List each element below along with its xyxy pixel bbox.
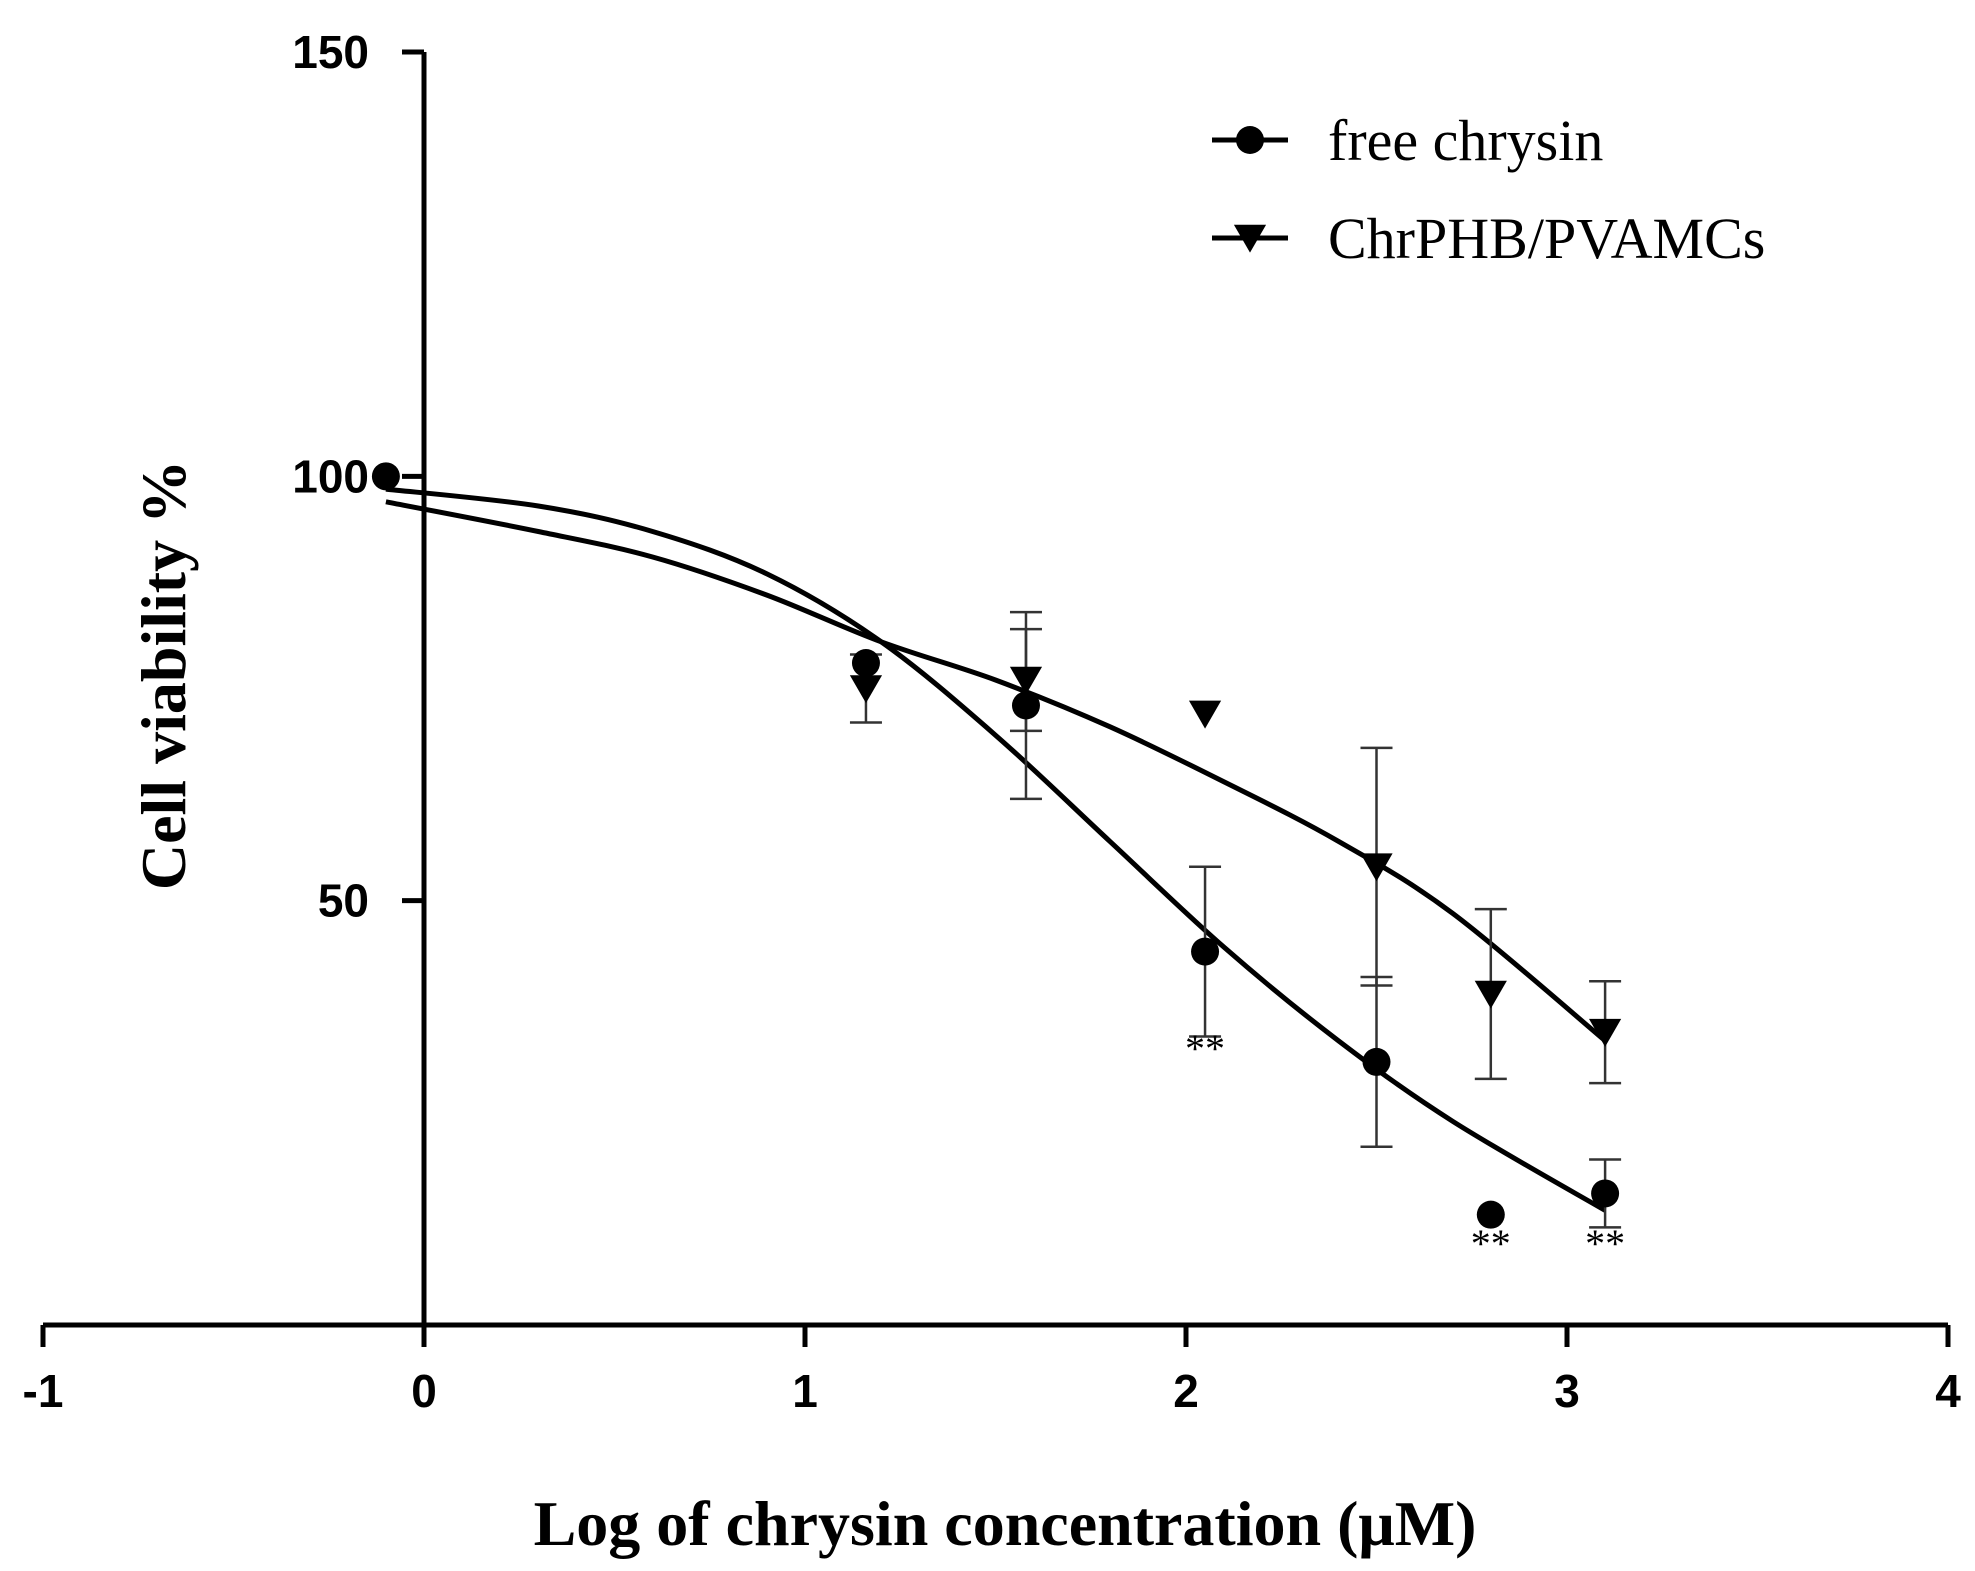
x-tick-label: 4 [1935, 1365, 1961, 1417]
chrphb-pvamcs-point [1188, 700, 1222, 729]
significance-annotation: ** [1585, 1221, 1625, 1266]
y-tick-label: 150 [292, 26, 369, 78]
legend-marker-chrphb-pvamcs [1233, 224, 1267, 253]
free-chrysin-point [371, 462, 400, 491]
error-bars [849, 610, 1622, 1229]
free-chrysin-fit-curve [385, 486, 1607, 1213]
free-chrysin-point [1476, 1200, 1505, 1229]
legend-label-free-chrysin: free chrysin [1328, 108, 1603, 173]
x-tick-label: -1 [23, 1365, 64, 1417]
x-tick-label: 2 [1173, 1365, 1199, 1417]
x-tick-label: 3 [1554, 1365, 1580, 1417]
free-chrysin-point [1362, 1047, 1391, 1076]
free-chrysin-point [1191, 937, 1220, 966]
legend-label-chrphb-pvamcs: ChrPHB/PVAMCs [1328, 206, 1765, 271]
significance-annotation: ** [1185, 1026, 1225, 1071]
free-chrysin-point [1591, 1179, 1620, 1208]
x-tick-label: 0 [411, 1365, 437, 1417]
chrphb-pvamcs-point [1589, 1018, 1622, 1047]
x-axis-title: Log of chrysin concentration (μM) [534, 1488, 1477, 1559]
axes: -1 0 1 2 3 4 50 100 150 [23, 26, 1962, 1417]
chrphb-pvamcs-point [1360, 853, 1393, 882]
x-tick-label: 1 [792, 1365, 818, 1417]
chrphb-pvamcs-fit-curve [385, 499, 1607, 1043]
free-chrysin-point [851, 649, 880, 678]
y-tick-label: 50 [318, 875, 369, 927]
chrphb-pvamcs-point [1009, 666, 1043, 695]
annotations: ** ** ** [1185, 1026, 1625, 1266]
chrphb-pvamcs-point [849, 675, 883, 704]
fit-curves [385, 486, 1607, 1213]
free-chrysin-point [1011, 691, 1040, 720]
legend: free chrysin ChrPHB/PVAMCs [1212, 108, 1765, 271]
data-markers [371, 462, 1622, 1229]
significance-annotation: ** [1471, 1221, 1511, 1266]
legend-marker-free-chrysin [1236, 126, 1264, 154]
y-tick-label: 100 [292, 450, 369, 502]
chrphb-pvamcs-point [1474, 980, 1507, 1009]
y-axis-title: Cell viability % [128, 460, 199, 890]
